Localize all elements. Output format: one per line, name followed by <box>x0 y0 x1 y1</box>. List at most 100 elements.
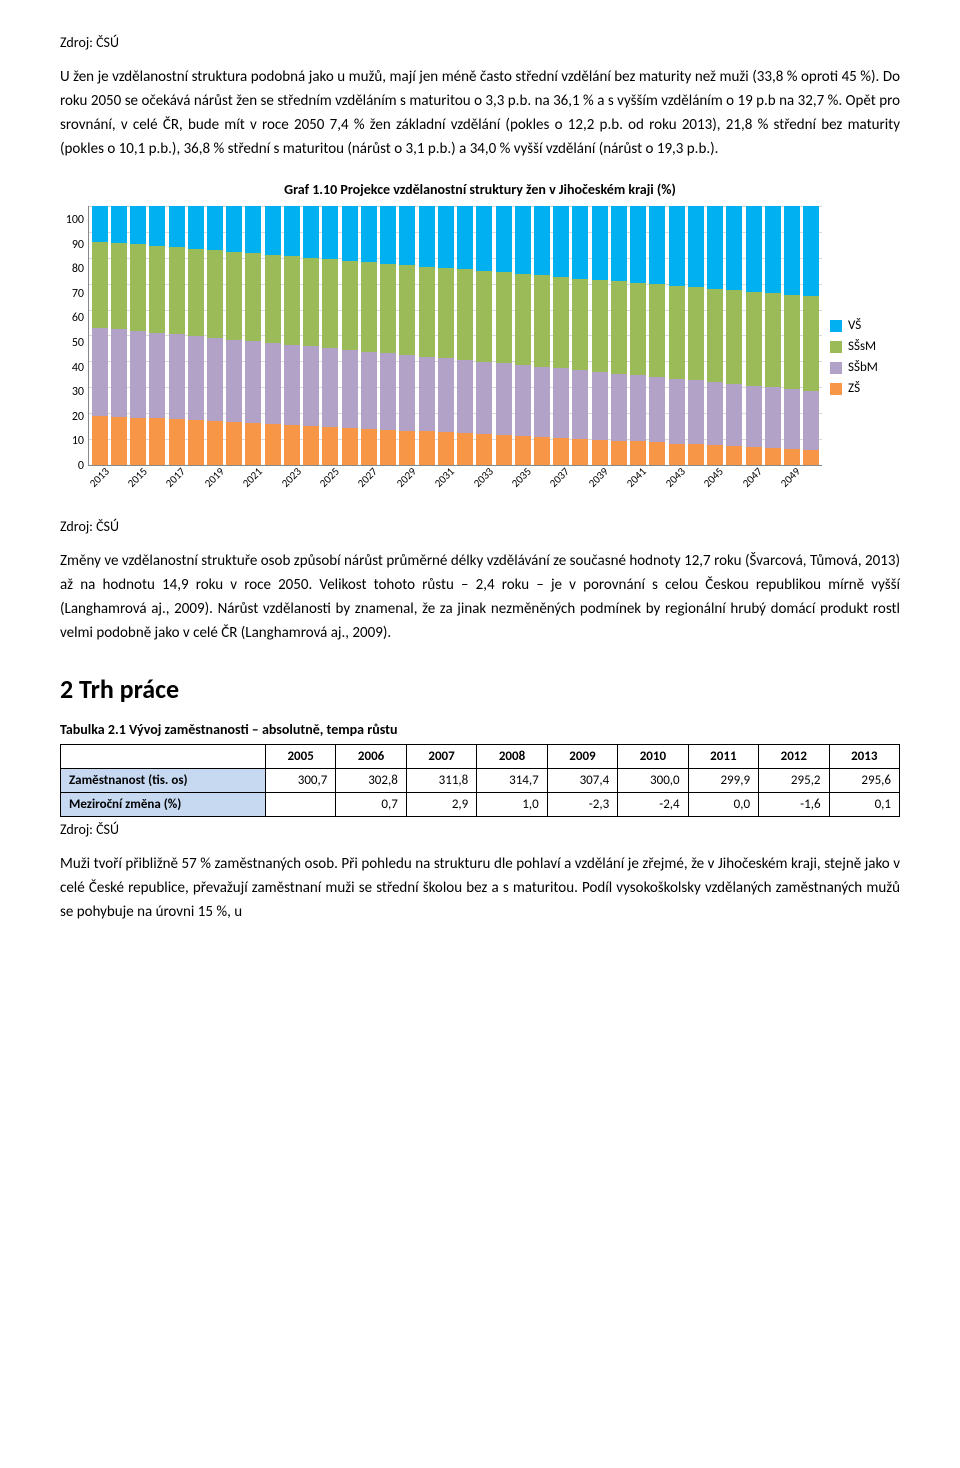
table-cell: 299,9 <box>688 769 758 793</box>
bar-2021 <box>245 206 261 465</box>
table-cell: 311,8 <box>406 769 476 793</box>
seg-SSsM <box>399 265 415 355</box>
seg-SSbM <box>611 374 627 441</box>
bar-2026 <box>342 206 358 465</box>
y-tick: 30 <box>60 385 84 399</box>
section-2-heading: 2 Trh práce <box>60 673 900 705</box>
bar-2048 <box>765 206 781 465</box>
seg-SSsM <box>130 244 146 331</box>
seg-ZS <box>438 432 454 465</box>
y-tick: 0 <box>60 459 84 473</box>
bar-2019 <box>207 206 223 465</box>
seg-VS <box>438 206 454 268</box>
chart-x-axis: 2013201520172019202120232025202720292031… <box>92 468 822 508</box>
seg-VS <box>803 206 819 296</box>
seg-SSbM <box>534 367 550 437</box>
seg-VS <box>149 206 165 246</box>
seg-SSbM <box>130 331 146 418</box>
seg-ZS <box>399 431 415 465</box>
legend-swatch <box>830 341 842 353</box>
seg-ZS <box>746 447 762 465</box>
bar-2023 <box>284 206 300 465</box>
seg-SSbM <box>342 350 358 428</box>
seg-ZS <box>592 440 608 465</box>
table-cell: -2,4 <box>618 793 688 817</box>
seg-VS <box>611 206 627 281</box>
seg-SSbM <box>765 387 781 448</box>
bar-2034 <box>496 206 512 465</box>
y-tick: 80 <box>60 262 84 276</box>
seg-SSbM <box>572 370 588 439</box>
bar-2050 <box>803 206 819 465</box>
seg-SSsM <box>284 256 300 344</box>
legend-item-VS: VŠ <box>830 318 900 333</box>
seg-SSsM <box>380 264 396 354</box>
seg-SSbM <box>322 348 338 427</box>
bar-2018 <box>188 206 204 465</box>
seg-SSbM <box>515 365 531 436</box>
bar-2028 <box>380 206 396 465</box>
seg-SSsM <box>688 287 704 380</box>
seg-SSsM <box>419 267 435 357</box>
legend-swatch <box>830 362 842 374</box>
chart-plot-area: 0102030405060708090100 20132015201720192… <box>60 206 822 508</box>
table-cell: 1,0 <box>477 793 547 817</box>
seg-ZS <box>207 421 223 465</box>
bar-2044 <box>688 206 704 465</box>
employment-table: 200520062007200820092010201120122013 Zam… <box>60 744 900 817</box>
seg-ZS <box>149 418 165 465</box>
seg-ZS <box>303 426 319 465</box>
table-cell <box>265 793 335 817</box>
seg-ZS <box>92 416 108 465</box>
table-header: 2010 <box>618 745 688 769</box>
seg-ZS <box>669 444 685 465</box>
seg-SSsM <box>572 279 588 371</box>
bar-2049 <box>784 206 800 465</box>
seg-SSsM <box>188 249 204 336</box>
bar-2029 <box>399 206 415 465</box>
paragraph-1: U žen je vzdělanostní struktura podobná … <box>60 65 900 161</box>
bar-2031 <box>438 206 454 465</box>
seg-SSsM <box>746 292 762 386</box>
seg-SSbM <box>207 338 223 421</box>
seg-VS <box>226 206 242 252</box>
chart-container: 0102030405060708090100 20132015201720192… <box>60 206 900 508</box>
seg-SSbM <box>265 343 281 424</box>
seg-VS <box>111 206 127 243</box>
table-cell: 300,7 <box>265 769 335 793</box>
y-tick: 20 <box>60 410 84 424</box>
chart-legend: VŠSŠsMSŠbMZŠ <box>830 318 900 396</box>
table-cell: 0,7 <box>336 793 406 817</box>
seg-VS <box>707 206 723 289</box>
seg-VS <box>265 206 281 255</box>
seg-VS <box>784 206 800 295</box>
table-cell: 295,2 <box>759 769 829 793</box>
seg-SSsM <box>92 242 108 328</box>
bar-2045 <box>707 206 723 465</box>
seg-VS <box>649 206 665 284</box>
seg-SSsM <box>726 290 742 383</box>
table-cell: 0,1 <box>829 793 899 817</box>
seg-VS <box>303 206 319 258</box>
seg-ZS <box>284 425 300 465</box>
seg-ZS <box>245 423 261 465</box>
y-tick: 90 <box>60 238 84 252</box>
source-top: Zdroj: ČSÚ <box>60 34 900 51</box>
seg-ZS <box>496 435 512 465</box>
table-cell: 302,8 <box>336 769 406 793</box>
seg-SSbM <box>284 345 300 425</box>
chart-bars-container <box>88 206 822 466</box>
seg-VS <box>399 206 415 265</box>
bar-2024 <box>303 206 319 465</box>
paragraph-3: Muži tvoří přibližně 57 % zaměstnaných o… <box>60 852 900 924</box>
seg-SSbM <box>169 334 185 419</box>
seg-VS <box>207 206 223 250</box>
bar-2040 <box>611 206 627 465</box>
seg-SSsM <box>534 275 550 366</box>
seg-SSbM <box>380 353 396 429</box>
bar-2025 <box>322 206 338 465</box>
seg-VS <box>361 206 377 262</box>
seg-SSsM <box>784 295 800 389</box>
seg-ZS <box>265 424 281 465</box>
seg-VS <box>188 206 204 249</box>
